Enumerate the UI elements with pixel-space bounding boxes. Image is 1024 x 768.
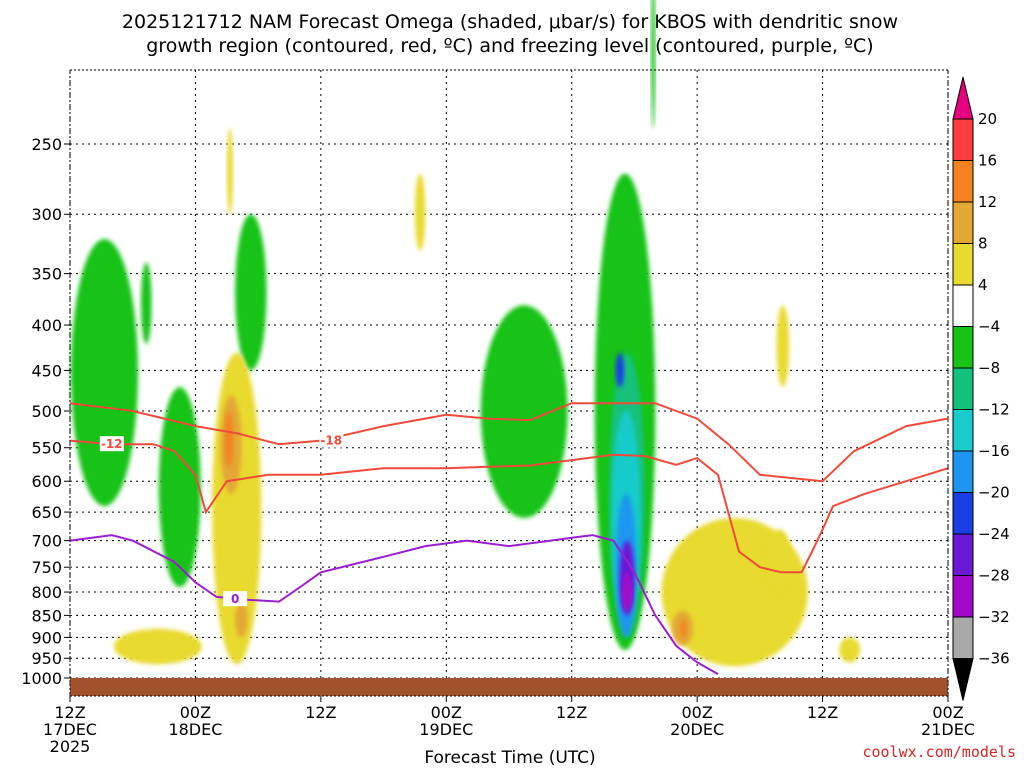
x-tick-label: 19DEC [419, 720, 473, 739]
y-tick-label: 450 [31, 361, 62, 380]
colorbar-label: −20 [978, 484, 1010, 502]
y-tick-label: 300 [31, 205, 62, 224]
y-tick-label: 550 [31, 439, 62, 458]
omega-region-neg32 [621, 572, 633, 611]
omega-region-4 [113, 628, 202, 665]
x-tick-label: 18DEC [168, 720, 222, 739]
freezing-level-contour [69, 534, 719, 675]
x-tick-label: 00Z [180, 703, 211, 722]
x-tick-label: 21DEC [921, 720, 975, 739]
colorbar-label: −36 [978, 650, 1010, 668]
colorbar-segment [952, 160, 974, 203]
chart-title-line-1: 2025121712 NAM Forecast Omega (shaded, μ… [122, 11, 898, 33]
colorbar-segment [952, 616, 974, 659]
terrain-ground [70, 678, 948, 696]
y-tick-label: 850 [31, 606, 62, 625]
colorbar-label: −4 [978, 318, 1000, 336]
x-axis-label: Forecast Time (UTC) [424, 748, 595, 768]
colorbar-label: −28 [978, 567, 1010, 585]
x-tick-label: 2025 [50, 737, 91, 756]
x-tick-label: 00Z [932, 703, 963, 722]
y-tick-label: 700 [31, 532, 62, 551]
dgz-contour [69, 402, 949, 483]
colorbar-label: 20 [978, 110, 997, 128]
colorbar-segment [952, 243, 974, 286]
colorbar-label: −24 [978, 525, 1010, 543]
dgz-label-bg [99, 436, 124, 452]
omega-region-neg4 [141, 262, 152, 344]
colorbar-segment [952, 492, 974, 535]
dgz-contour [69, 439, 949, 574]
y-axis: 250 300 350 400 450 500 550 600 650 700 750 800 850 9… [21, 135, 70, 688]
colorbar-label: 8 [978, 235, 988, 253]
omega-region-4 [776, 305, 790, 388]
omega-region-neg4 [480, 305, 568, 518]
omega-region-4 [768, 529, 792, 593]
freezing-level-contour-label: 0 [231, 592, 239, 606]
colorbar: 20 16 12 8 4 −4 −8 −12 −16 −20 −24 −28 −32 −36 [952, 76, 1010, 701]
omega-region-4 [839, 637, 861, 663]
dgz-contour-label: -12 [101, 437, 123, 451]
colorbar-label: −16 [978, 442, 1010, 460]
colorbar-label: 16 [978, 152, 997, 170]
y-tick-label: 400 [31, 316, 62, 335]
colorbar-label: 4 [978, 276, 988, 294]
y-tick-label: 250 [31, 135, 62, 154]
colorbar-segment [952, 533, 974, 576]
omega-region-neg4 [71, 239, 138, 507]
y-tick-label: 600 [31, 472, 62, 491]
omega-region-12 [224, 411, 234, 469]
y-tick-label: 1000 [21, 669, 62, 688]
y-tick-label: 500 [31, 402, 62, 421]
colorbar-segment [952, 409, 974, 452]
y-tick-label: 650 [31, 503, 62, 522]
x-tick-label: 00Z [431, 703, 462, 722]
contour-lines: -18 -12 0 [69, 402, 949, 675]
omega-region-neg4 [235, 214, 267, 371]
colorbar-bottom-arrow [952, 658, 974, 701]
credit-text: coolwx.com/models [862, 743, 1016, 761]
colorbar-label: −8 [978, 359, 1000, 377]
freezing-level-label-bg [223, 591, 248, 607]
omega-shading [71, 0, 861, 667]
colorbar-segment [952, 284, 974, 327]
colorbar-top-arrow [952, 76, 974, 120]
x-tick-label: 12Z [807, 703, 838, 722]
y-tick-label: 900 [31, 628, 62, 647]
omega-region-4 [226, 128, 234, 215]
colorbar-segment [952, 450, 974, 493]
colorbar-segment [952, 118, 974, 161]
colorbar-label: −32 [978, 608, 1010, 626]
omega-region-neg4 [651, 0, 656, 129]
omega-region-8 [235, 601, 248, 638]
colorbar-label: −12 [978, 401, 1010, 419]
colorbar-segment [952, 367, 974, 410]
colorbar-segment [952, 201, 974, 244]
x-tick-label: 12Z [305, 703, 336, 722]
y-tick-label: 350 [31, 265, 62, 284]
dgz-label-bg [319, 432, 344, 448]
x-tick-label: 12Z [556, 703, 587, 722]
omega-region-neg4 [158, 387, 201, 588]
dgz-contour-label: -18 [320, 434, 342, 448]
y-tick-label: 950 [31, 649, 62, 668]
omega-region-neg24 [615, 352, 624, 388]
omega-region-12 [680, 619, 687, 638]
chart-title-line-2: growth region (contoured, red, ºC) and f… [146, 35, 873, 57]
colorbar-label: 12 [978, 193, 997, 211]
x-tick-label: 17DEC [43, 720, 97, 739]
x-tick-label: 00Z [681, 703, 712, 722]
x-tick-label: 20DEC [670, 720, 724, 739]
y-tick-label: 750 [31, 558, 62, 577]
colorbar-segment [952, 575, 974, 618]
omega-region-4 [414, 173, 426, 251]
y-tick-label: 800 [31, 583, 62, 602]
x-tick-label: 12Z [54, 703, 85, 722]
colorbar-segment [952, 326, 974, 369]
